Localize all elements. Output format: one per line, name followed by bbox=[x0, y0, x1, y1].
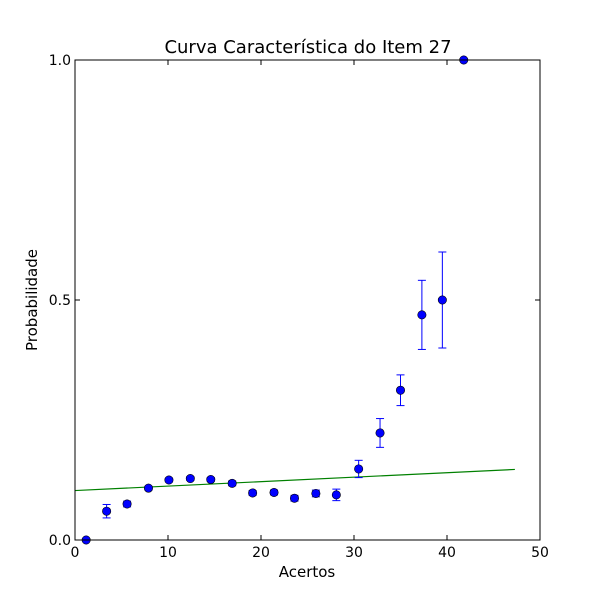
data-point bbox=[227, 478, 237, 488]
axis-ticks: 0 10 20 30 40 50 0.0 0.5 1.0 bbox=[49, 53, 549, 561]
data-point bbox=[206, 475, 216, 485]
data-point bbox=[143, 483, 153, 493]
y-axis-label: Probabilidade bbox=[23, 249, 41, 351]
x-tick-label: 10 bbox=[159, 545, 177, 561]
data-point bbox=[269, 487, 279, 497]
data-point bbox=[248, 488, 258, 498]
x-tick-label: 30 bbox=[345, 545, 363, 561]
data-point bbox=[164, 475, 174, 485]
data-point bbox=[122, 499, 132, 509]
data-point bbox=[331, 490, 341, 500]
data-point bbox=[375, 428, 385, 438]
data-point bbox=[354, 464, 364, 474]
plot-area bbox=[75, 55, 515, 545]
y-tick-label: 1.0 bbox=[49, 53, 71, 69]
data-point bbox=[417, 310, 427, 320]
data-point bbox=[395, 385, 405, 395]
x-tick-label: 20 bbox=[252, 545, 270, 561]
x-tick-label: 0 bbox=[71, 545, 80, 561]
data-point bbox=[289, 493, 299, 503]
y-tick-label: 0.5 bbox=[49, 293, 71, 309]
plot-contents bbox=[75, 55, 515, 545]
y-tick-label: 0.0 bbox=[49, 533, 71, 549]
x-tick-label: 40 bbox=[438, 545, 456, 561]
data-point bbox=[102, 506, 112, 516]
data-point bbox=[311, 488, 321, 498]
data-point bbox=[185, 474, 195, 484]
data-point bbox=[437, 295, 447, 305]
x-tick-label: 50 bbox=[531, 545, 549, 561]
chart-title: Curva Característica do Item 27 bbox=[164, 37, 451, 58]
x-axis-label: Acertos bbox=[279, 563, 336, 581]
